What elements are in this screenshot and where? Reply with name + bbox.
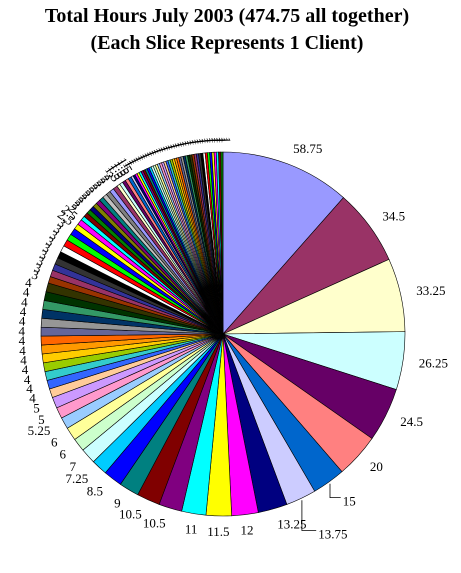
slice-label: 6: [51, 435, 58, 450]
pie-slice: [222, 151, 344, 335]
slice-label: 1: [194, 137, 210, 145]
slice-label: 1: [149, 146, 165, 157]
slice-label: 4: [19, 323, 26, 338]
slice-label: 1: [187, 138, 203, 147]
slice-label: 1.5: [108, 159, 129, 181]
slice-label: 4: [22, 362, 29, 377]
slice-label: 4: [24, 372, 31, 387]
slice-label: 4: [19, 333, 26, 348]
slice-label: 1: [219, 137, 234, 144]
slice-label: 1: [153, 144, 169, 155]
slice-label: 5: [38, 412, 45, 427]
slice-label: 3: [30, 267, 41, 283]
slice-label: 4: [19, 314, 26, 329]
slice-label: 6: [60, 447, 67, 462]
slice-label: 1: [179, 139, 195, 148]
slice-label: 1: [206, 136, 221, 144]
pie-slices: [40, 151, 406, 517]
slice-label: 1: [189, 137, 205, 146]
label-leader-line: [301, 500, 317, 531]
slice-label: 26.25: [419, 355, 448, 370]
slice-label: 1: [151, 145, 167, 156]
slice-label: 1: [146, 146, 162, 158]
slice-label: 1: [199, 137, 215, 145]
slice-label: 4: [23, 285, 30, 300]
pie-labels: 58.7534.533.2526.2524.5201513.7513.25121…: [19, 136, 449, 541]
slice-label: 1: [182, 138, 198, 147]
slice-label: 11: [185, 521, 198, 536]
slice-label: 4: [26, 381, 33, 396]
slice-label: 1: [158, 143, 174, 154]
slice-label: 7: [70, 459, 77, 474]
slice-label: 34.5: [382, 209, 405, 224]
slice-label: 1: [170, 140, 186, 150]
slice-label: 1: [140, 149, 156, 161]
slice-label: 1: [165, 141, 181, 151]
slice-label: 1: [142, 148, 158, 160]
slice-label: 4: [20, 304, 27, 319]
slice-label: 9: [114, 496, 121, 511]
slice-label: 1: [167, 141, 183, 151]
slice-label: 4: [29, 391, 36, 406]
slice-label: 1: [144, 147, 160, 159]
pie-slice: [220, 151, 224, 335]
slice-label: 13.25: [277, 516, 306, 531]
chart-subtitle: (Each Slice Represents 1 Client): [91, 32, 364, 54]
slice-label: 1.5: [111, 157, 132, 179]
slice-label: 3: [35, 253, 47, 269]
slice-label: 10.5: [119, 507, 142, 522]
slice-label: 24.5: [400, 414, 423, 429]
slice-label: 4: [21, 294, 28, 309]
slice-label: 1: [197, 137, 213, 145]
label-leader-line: [329, 483, 341, 499]
slice-label: 1: [184, 138, 200, 147]
slice-label: 15: [343, 494, 356, 509]
slice-label: 7.25: [66, 471, 89, 486]
slice-label: 1: [175, 139, 191, 149]
slice-label: 33.25: [416, 283, 445, 298]
slice-label: 1: [201, 136, 217, 144]
slice-label: 1: [156, 143, 172, 154]
slice-label: 1: [163, 142, 179, 153]
slice-label: 11.5: [207, 524, 229, 539]
slice-label: 1: [172, 140, 188, 150]
slice-label: 12: [241, 523, 254, 538]
slice-label: 4: [20, 353, 27, 368]
slice-label: 3: [38, 246, 50, 262]
slice-label: 1: [211, 136, 226, 143]
slice-label: 4: [19, 343, 26, 358]
slice-label: 58.75: [293, 141, 322, 156]
slice-label: 1: [160, 142, 176, 153]
slice-label: 4: [25, 275, 32, 290]
slice-label: 1.5: [115, 155, 136, 177]
slice-label: 1: [177, 139, 193, 149]
slice-label: 5: [33, 401, 40, 416]
slice-label: 1: [214, 136, 229, 143]
slice-label: 8.5: [87, 484, 103, 499]
slice-label: 5.25: [28, 423, 51, 438]
slice-label: 20: [370, 459, 383, 474]
slice-label: 13.75: [318, 527, 347, 542]
slice-label: 10.5: [143, 516, 166, 531]
slice-label: 1: [192, 137, 208, 146]
slice-label: 1: [216, 137, 231, 144]
slice-label: 1: [204, 136, 219, 144]
chart-title: Total Hours July 2003 (474.75 all togeth…: [45, 5, 409, 27]
slice-label: 3: [32, 260, 43, 276]
slice-label: 1: [209, 136, 224, 143]
